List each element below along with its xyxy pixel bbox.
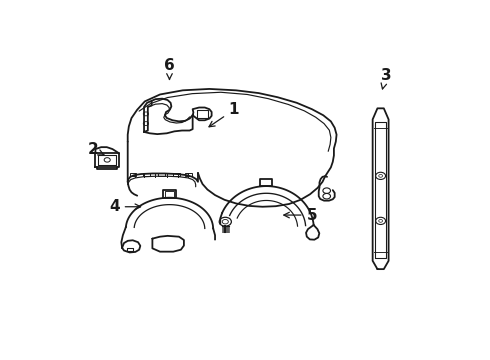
Text: 4: 4 bbox=[109, 199, 141, 214]
Bar bbox=[129, 173, 136, 176]
Bar bbox=[185, 173, 192, 176]
Text: 2: 2 bbox=[88, 143, 104, 157]
Text: 6: 6 bbox=[164, 58, 175, 79]
Text: 3: 3 bbox=[381, 68, 391, 89]
Bar bbox=[173, 173, 180, 176]
Text: 1: 1 bbox=[209, 102, 239, 127]
Bar bbox=[158, 173, 165, 176]
Bar bbox=[143, 173, 150, 176]
Text: 5: 5 bbox=[284, 208, 317, 222]
